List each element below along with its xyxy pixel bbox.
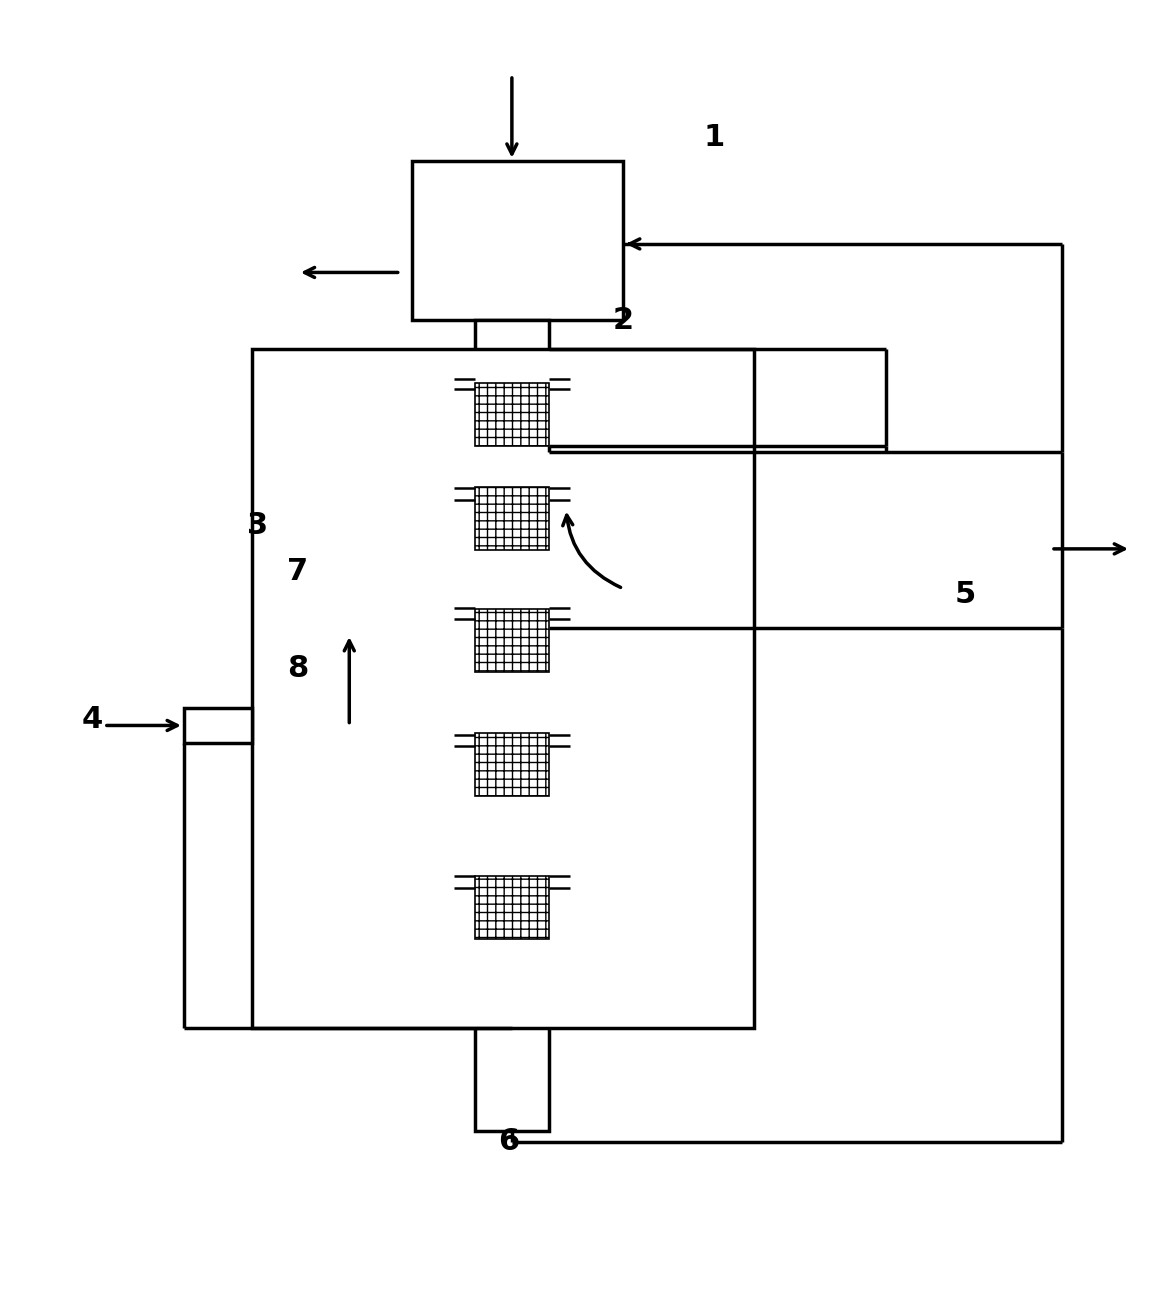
Text: 5: 5 bbox=[955, 579, 976, 608]
Text: 2: 2 bbox=[612, 306, 634, 335]
Bar bbox=[475, 321, 549, 1130]
Text: 6: 6 bbox=[499, 1127, 520, 1156]
Bar bbox=[475, 487, 549, 549]
Bar bbox=[184, 708, 252, 742]
Bar bbox=[475, 384, 549, 445]
Bar bbox=[475, 610, 549, 671]
Text: 7: 7 bbox=[288, 557, 308, 586]
Bar bbox=[475, 733, 549, 796]
Bar bbox=[252, 350, 754, 1028]
Text: 1: 1 bbox=[703, 124, 725, 152]
Text: 3: 3 bbox=[247, 511, 269, 540]
Bar bbox=[412, 160, 624, 321]
Text: 8: 8 bbox=[288, 654, 308, 683]
Text: 4: 4 bbox=[82, 706, 103, 735]
Bar bbox=[475, 876, 549, 940]
